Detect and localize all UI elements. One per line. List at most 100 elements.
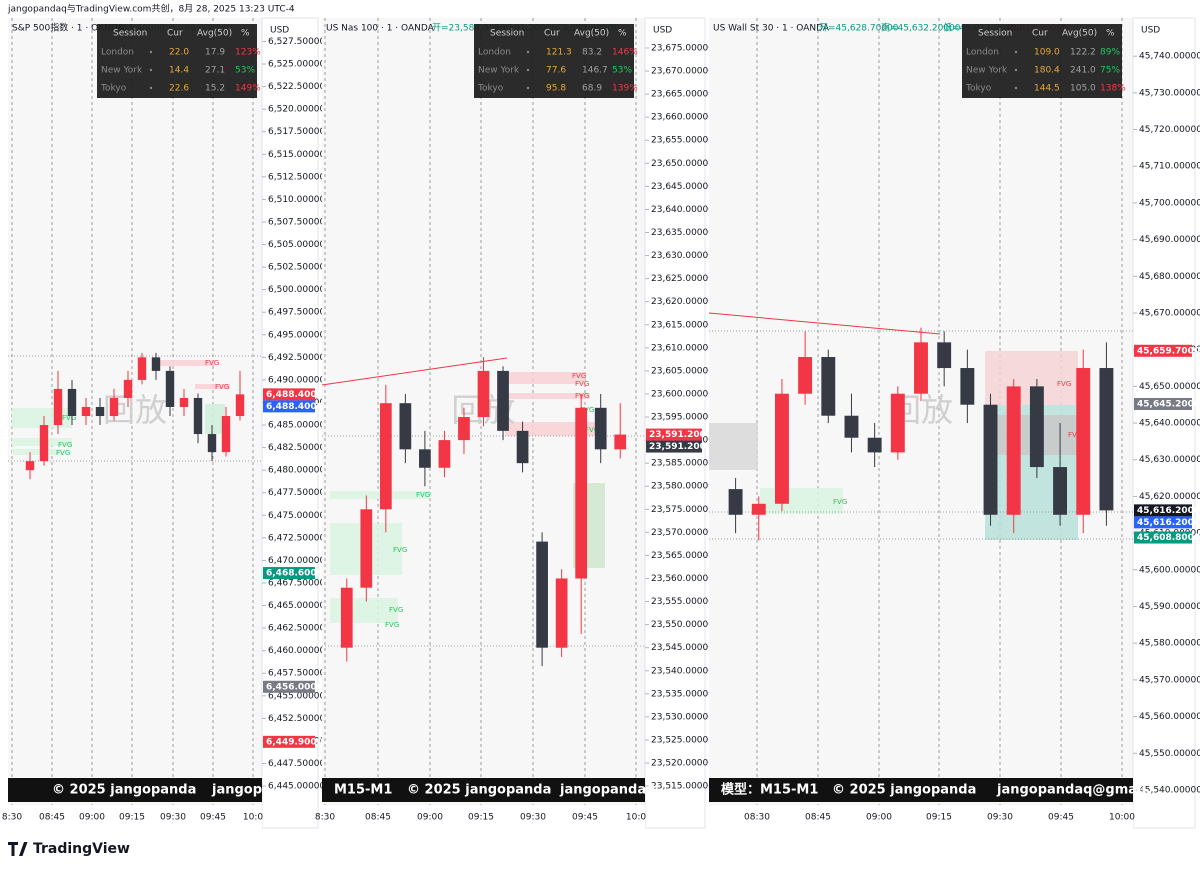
price-label: 6,467.50000 — [268, 578, 326, 588]
trend-line — [708, 312, 941, 335]
session-header: Cur — [167, 29, 183, 39]
price-label: 23,610.00000 — [651, 343, 714, 353]
candle-body — [1006, 386, 1021, 515]
session-cell: 77.6 — [546, 66, 566, 76]
price-label: 45,590.00000 — [1139, 602, 1200, 612]
price-label: 23,660.00000 — [651, 113, 714, 123]
session-cell: 241.0 — [1070, 66, 1096, 76]
fvg-label: FVG — [575, 380, 589, 388]
zone — [709, 423, 758, 470]
session-header: Session — [978, 29, 1012, 39]
zone — [155, 360, 215, 366]
price-label: 45,710.00000 — [1139, 162, 1200, 172]
price-label: 23,675.00000 — [651, 43, 714, 53]
time-label: 09:15 — [119, 813, 145, 823]
time-label: 10:00 — [1109, 813, 1135, 823]
candle-body — [983, 404, 998, 515]
price-label: 45,560.00000 — [1139, 712, 1200, 722]
banner-text: jangopandaq — [559, 783, 655, 798]
quote: 开=23,584.00000 — [432, 23, 512, 34]
candle-body — [867, 437, 882, 453]
candle-body — [221, 416, 231, 453]
banner — [709, 778, 1133, 802]
fvg-label: FVG — [215, 383, 229, 391]
price-tag — [263, 388, 315, 401]
price-label: 23,565.00000 — [651, 551, 714, 561]
price-label: 6,462.50000 — [268, 624, 326, 634]
symbol-title: US Wall St 30 · 1 · OANDA — [713, 24, 830, 34]
candle-body — [340, 587, 353, 648]
price-tag — [646, 428, 702, 441]
candle-body — [536, 541, 548, 648]
fvg-label: FVG — [205, 359, 219, 367]
price-label: 6,455.00000 — [268, 691, 326, 701]
candle-body — [137, 357, 147, 380]
price-tag — [1134, 504, 1192, 517]
banner-text: © 2025 jangopanda — [52, 783, 196, 798]
session-table — [474, 24, 634, 98]
time-axis — [709, 805, 1133, 828]
candle-body — [25, 461, 35, 471]
session-cell: 53% — [235, 66, 255, 76]
time-label: 10:0 — [243, 813, 263, 823]
time-label: 09:30 — [160, 813, 186, 823]
candle-body — [728, 489, 743, 515]
price-label: 23,600.00000 — [651, 389, 714, 399]
session-cell: 22.6 — [169, 84, 189, 94]
candle-body — [1076, 368, 1091, 515]
session-cell: Tokyo — [965, 84, 992, 94]
price-label: 23,580.00000 — [651, 482, 714, 492]
price-tag — [1134, 344, 1192, 357]
fvg-label: FVG — [572, 372, 586, 380]
price-label: 6,445.00000 — [268, 782, 326, 792]
session-cell: 122.2 — [1070, 48, 1096, 58]
header: jangopandaq与TradingView.com共创，8月 28, 202… — [7, 3, 295, 15]
price-label: 6,507.50000 — [268, 217, 326, 227]
session-dot — [149, 50, 153, 54]
candle-body — [821, 357, 836, 416]
session-cell: 180.4 — [1034, 66, 1060, 76]
price-label: 45,650.00000 — [1139, 382, 1200, 392]
price-label: 6,515.00000 — [268, 150, 326, 160]
price-tag — [263, 735, 315, 748]
price-label: 6,457.50000 — [268, 669, 326, 679]
price-label: 6,447.50000 — [268, 759, 326, 769]
price-label: 45,690.00000 — [1139, 235, 1200, 245]
session-header: Avg(50) — [197, 29, 232, 39]
session-header: % — [618, 29, 627, 39]
price-tag-label: 45,659.70000 — [1137, 346, 1200, 356]
candle-body — [165, 370, 175, 407]
session-cell: 144.5 — [1034, 84, 1060, 94]
candle-body — [151, 357, 161, 371]
candle-body — [1053, 467, 1068, 515]
price-label: 23,650.00000 — [651, 159, 714, 169]
price-label: 45,730.00000 — [1139, 88, 1200, 98]
candle-body — [109, 397, 119, 417]
banner-text: 模型：M15-M1 — [721, 782, 818, 798]
session-cell: 75% — [1100, 66, 1120, 76]
session-cell: 14.4 — [169, 66, 189, 76]
time-label: 09:00 — [417, 813, 443, 823]
session-dot — [526, 50, 530, 54]
time-axis — [322, 805, 645, 828]
session-header: Session — [113, 29, 147, 39]
candle-body — [123, 379, 133, 398]
session-cell: 22.0 — [169, 48, 189, 58]
price-label: 23,665.00000 — [651, 90, 714, 100]
price-tag-label: 23,591.20000 — [649, 430, 718, 440]
price-label: 6,522.50000 — [268, 82, 326, 92]
zone — [12, 449, 62, 455]
price-label: 45,640.00000 — [1139, 419, 1200, 429]
price-label: 6,512.50000 — [268, 172, 326, 182]
price-label: 23,585.00000 — [651, 459, 714, 469]
candle-body — [751, 503, 766, 515]
session-cell: 139% — [612, 84, 638, 94]
session-cell: New York — [478, 66, 520, 76]
time-label: 10:0 — [626, 813, 646, 823]
candle-body — [235, 394, 245, 417]
fvg-label: FVG — [385, 621, 399, 629]
time-label: 09:30 — [520, 813, 546, 823]
time-label: 09:30 — [987, 813, 1013, 823]
quote: 开=45,628.70000 — [819, 23, 899, 34]
price-tag — [1134, 516, 1192, 529]
